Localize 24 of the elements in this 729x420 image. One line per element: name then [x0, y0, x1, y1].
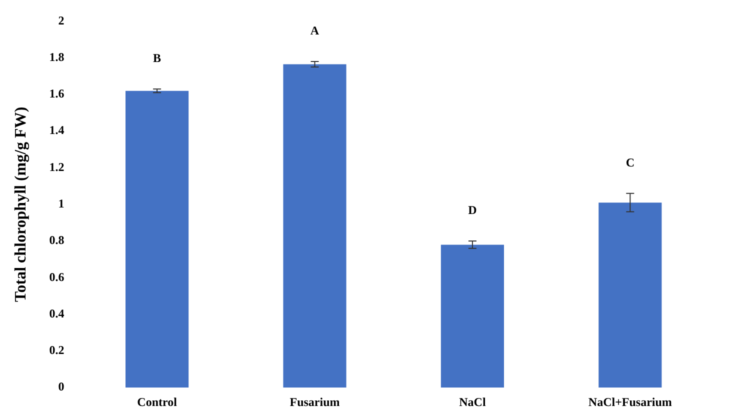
y-tick-label: 0: [58, 380, 64, 394]
annotation: C: [626, 156, 634, 170]
y-tick-label: 0.2: [49, 343, 64, 358]
x-tick-label: Control: [137, 394, 178, 409]
bar: [598, 202, 662, 388]
y-tick-label: 0.4: [49, 306, 64, 320]
bar: [126, 90, 189, 388]
x-tick-label: NaCl+Fusarium: [588, 394, 672, 409]
y-tick-label: 1.4: [49, 123, 64, 138]
x-tick-label: Fusarium: [290, 394, 340, 409]
y-tick-label: 0.6: [49, 270, 64, 284]
y-tick-label: 1.8: [49, 50, 64, 64]
x-tick-label: NaCl: [459, 394, 486, 409]
bar: [283, 64, 346, 388]
y-tick-label: 2: [58, 13, 64, 28]
bar: [440, 244, 504, 388]
annotation: D: [468, 203, 478, 218]
y-tick-label: 1.2: [49, 160, 64, 174]
y-tick-label: 0.8: [49, 233, 64, 248]
annotation: B: [153, 51, 162, 66]
y-tick-label: 1: [58, 196, 64, 210]
y-axis-title: Total chlorophyll (mg/g FW): [12, 106, 30, 302]
y-tick-label: 1.6: [49, 86, 64, 101]
annotation: A: [310, 24, 320, 38]
